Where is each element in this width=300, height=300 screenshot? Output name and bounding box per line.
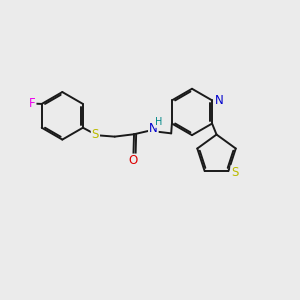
Text: S: S <box>92 128 99 141</box>
Text: N: N <box>215 94 224 107</box>
Text: S: S <box>231 166 239 179</box>
Text: H: H <box>155 117 162 127</box>
Text: F: F <box>29 97 35 110</box>
Text: O: O <box>129 154 138 167</box>
Text: N: N <box>149 122 158 135</box>
